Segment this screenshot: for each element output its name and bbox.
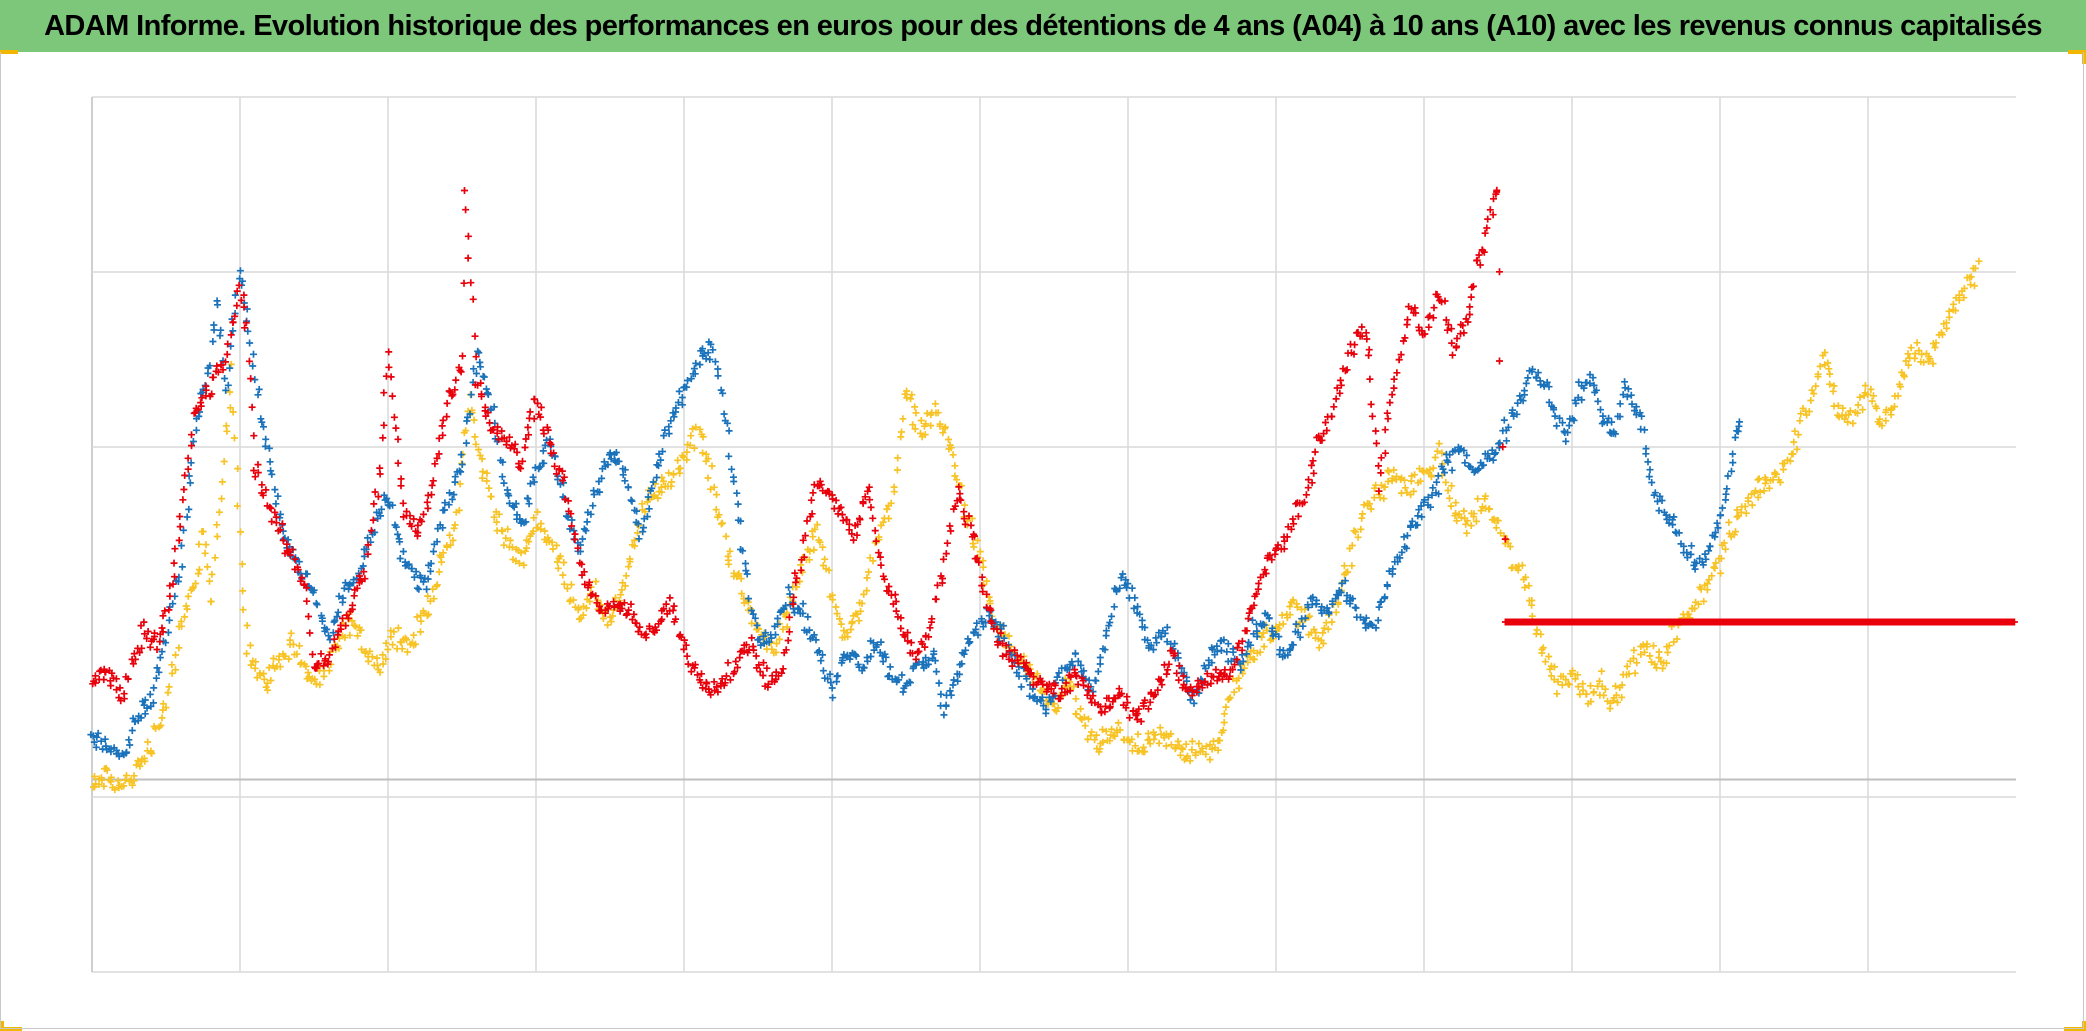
series-blue-markers <box>87 267 1743 760</box>
chart-title: ADAM Informe. Evolution historique des p… <box>44 9 2042 42</box>
series-layer <box>87 186 2018 794</box>
chart-title-bar: ADAM Informe. Evolution historique des p… <box>0 0 2086 52</box>
corner-accent-bottom-left-vertical <box>0 1021 4 1031</box>
corner-accent-bottom-left <box>0 1027 22 1031</box>
grid-layer <box>91 96 2016 973</box>
series-red <box>89 186 2018 725</box>
corner-accent-top-right <box>2068 50 2086 54</box>
corner-accent-bottom-right <box>2064 1027 2086 1031</box>
series-blue <box>87 267 1743 760</box>
series-yellow <box>90 257 1983 794</box>
corner-accent-bottom-right-vertical <box>2082 1021 2086 1031</box>
series-yellow-markers <box>90 257 1983 794</box>
series-red-markers <box>89 186 2018 725</box>
corner-accent-top-left <box>0 50 18 54</box>
corner-accent-top-right-vertical <box>2082 50 2086 64</box>
